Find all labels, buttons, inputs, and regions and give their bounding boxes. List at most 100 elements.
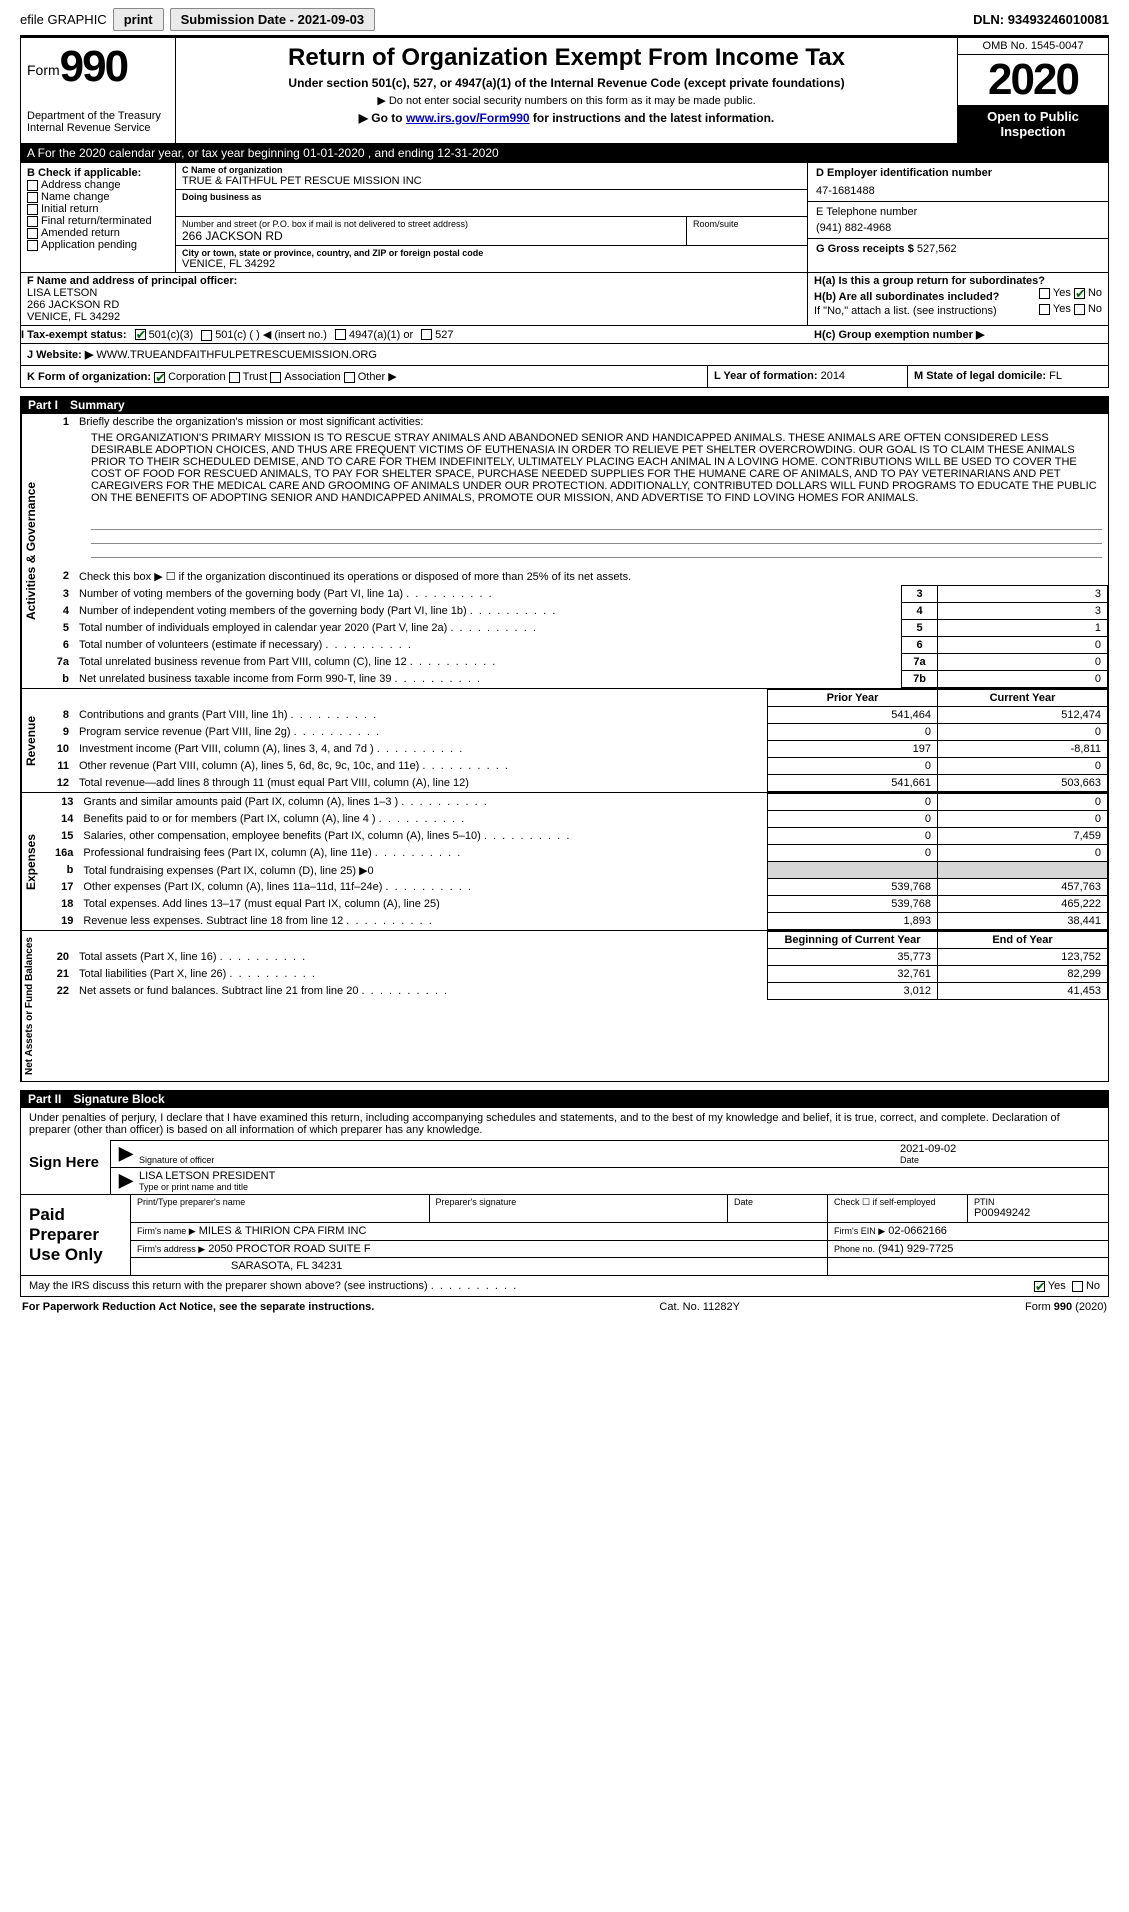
- gov-row-7b: bNet unrelated business taxable income f…: [51, 671, 1108, 688]
- k-form-org: K Form of organization: Corporation Trus…: [21, 366, 708, 387]
- org-name-label: C Name of organization: [182, 165, 801, 175]
- firm-phone: (941) 929-7725: [878, 1243, 953, 1255]
- begin-year-hdr: Beginning of Current Year: [768, 932, 938, 949]
- exp-row-16a: 16aProfessional fundraising fees (Part I…: [51, 845, 1108, 862]
- exp-row-16b: bTotal fundraising expenses (Part IX, co…: [51, 862, 1108, 879]
- print-name-label: Type or print name and title: [139, 1182, 900, 1192]
- vlabel-revenue: Revenue: [21, 689, 51, 792]
- form-number: Form990: [27, 42, 169, 92]
- exp-row-15: 15Salaries, other compensation, employee…: [51, 828, 1108, 845]
- gov-row-6: 6Total number of volunteers (estimate if…: [51, 637, 1108, 654]
- section-b-label: B Check if applicable:: [27, 167, 169, 179]
- chk-501c[interactable]: 501(c) ( ) ◀ (insert no.): [201, 328, 327, 341]
- chk-address-change[interactable]: Address change: [27, 179, 169, 191]
- arrow-icon: ▶: [119, 1143, 139, 1165]
- na-row-20: 20Total assets (Part X, line 16)35,77312…: [51, 949, 1108, 966]
- room-label: Room/suite: [693, 219, 801, 229]
- print-button[interactable]: print: [113, 8, 164, 31]
- signature-intro: Under penalties of perjury, I declare th…: [21, 1108, 1108, 1140]
- chk-initial-return[interactable]: Initial return: [27, 203, 169, 215]
- phone-value: (941) 882-4968: [816, 222, 1100, 234]
- chk-trust[interactable]: Trust: [229, 371, 268, 383]
- phone-label: E Telephone number: [816, 206, 1100, 218]
- website-label: J Website: ▶: [27, 349, 93, 361]
- goto-note: ▶ Go to www.irs.gov/Form990 for instruct…: [182, 111, 951, 125]
- ssn-note: ▶ Do not enter social security numbers o…: [182, 94, 951, 107]
- officer-print-name: LISA LETSON PRESIDENT: [139, 1170, 900, 1182]
- vlabel-expenses: Expenses: [21, 793, 51, 930]
- vlabel-netassets: Net Assets or Fund Balances: [21, 931, 51, 1081]
- submission-date-button[interactable]: Submission Date - 2021-09-03: [170, 8, 376, 31]
- q2-label: Check this box ▶ ☐ if the organization d…: [75, 568, 1108, 586]
- l-year-formation: L Year of formation: 2014: [708, 366, 908, 387]
- gov-row-7a: 7aTotal unrelated business revenue from …: [51, 654, 1108, 671]
- form-footer-label: Form 990 (2020): [1025, 1301, 1107, 1313]
- ha-row: H(a) Is this a group return for subordin…: [814, 275, 1102, 287]
- gov-row-5: 5Total number of individuals employed in…: [51, 620, 1108, 637]
- firm-city: SARASOTA, FL 34231: [231, 1260, 342, 1272]
- chk-corp[interactable]: Corporation: [154, 371, 225, 383]
- tax-exempt-label: I Tax-exempt status:: [21, 329, 127, 341]
- q1-label: Briefly describe the organization's miss…: [75, 414, 1108, 430]
- tax-year: 2020: [958, 55, 1108, 105]
- current-year-hdr: Current Year: [938, 690, 1108, 707]
- prep-date-label: Date: [734, 1197, 821, 1207]
- org-name: TRUE & FAITHFUL PET RESCUE MISSION INC: [182, 175, 801, 187]
- chk-amended-return[interactable]: Amended return: [27, 227, 169, 239]
- ptin-label: PTIN: [974, 1197, 1102, 1207]
- sig-date: 2021-09-02: [900, 1143, 1100, 1155]
- form-title: Return of Organization Exempt From Incom…: [182, 44, 951, 72]
- sig-officer-label: Signature of officer: [139, 1155, 900, 1165]
- chk-irs-yes[interactable]: Yes: [1034, 1280, 1066, 1292]
- chk-application-pending[interactable]: Application pending: [27, 239, 169, 251]
- paid-preparer-label: Paid Preparer Use Only: [21, 1195, 131, 1275]
- firm-name: MILES & THIRION CPA FIRM INC: [199, 1225, 367, 1237]
- dept-label: Department of the Treasury Internal Reve…: [27, 110, 169, 134]
- officer-group-row: F Name and address of principal officer:…: [20, 273, 1109, 326]
- chk-4947[interactable]: 4947(a)(1) or: [335, 329, 413, 341]
- sig-date-label: Date: [900, 1155, 1100, 1165]
- na-row-21: 21Total liabilities (Part X, line 26)32,…: [51, 966, 1108, 983]
- na-row-22: 22Net assets or fund balances. Subtract …: [51, 983, 1108, 1000]
- prep-sig-label: Preparer's signature: [436, 1197, 722, 1207]
- officer-label: F Name and address of principal officer:: [27, 275, 801, 287]
- exp-row-18: 18Total expenses. Add lines 13–17 (must …: [51, 896, 1108, 913]
- chk-501c3[interactable]: 501(c)(3): [135, 329, 194, 341]
- chk-other[interactable]: Other ▶: [344, 371, 397, 383]
- form990-link[interactable]: www.irs.gov/Form990: [406, 111, 530, 125]
- part1-bar: Part I Summary: [20, 396, 1109, 414]
- org-city: VENICE, FL 34292: [182, 258, 801, 270]
- part2-bar: Part II Signature Block: [20, 1090, 1109, 1108]
- website-value: WWW.TRUEANDFAITHFULPETRESCUEMISSION.ORG: [96, 349, 377, 361]
- gross-receipts-label: G Gross receipts $: [816, 243, 914, 255]
- prep-selfemp-label: Check ☐ if self-employed: [834, 1197, 961, 1208]
- gov-row-3: 3Number of voting members of the governi…: [51, 586, 1108, 603]
- rev-row-10: 10Investment income (Part VIII, column (…: [51, 741, 1108, 758]
- chk-assoc[interactable]: Association: [270, 371, 340, 383]
- mission-text: THE ORGANIZATION'S PRIMARY MISSION IS TO…: [51, 430, 1108, 514]
- cat-no: Cat. No. 11282Y: [659, 1301, 740, 1313]
- dln-label: DLN: 93493246010081: [973, 12, 1109, 27]
- omb-number: OMB No. 1545-0047: [958, 38, 1108, 55]
- chk-final-return[interactable]: Final return/terminated: [27, 215, 169, 227]
- officer-name: LISA LETSON: [27, 287, 801, 299]
- top-toolbar: efile GRAPHIC print Submission Date - 20…: [20, 8, 1109, 31]
- chk-name-change[interactable]: Name change: [27, 191, 169, 203]
- chk-irs-no[interactable]: No: [1072, 1280, 1100, 1292]
- ein-value: 47-1681488: [816, 185, 1100, 197]
- form-header: Form990 Department of the Treasury Inter…: [20, 36, 1109, 144]
- officer-city: VENICE, FL 34292: [27, 311, 801, 323]
- dba-label: Doing business as: [182, 192, 801, 202]
- prep-name-label: Print/Type preparer's name: [137, 1197, 423, 1207]
- chk-527[interactable]: 527: [421, 329, 453, 341]
- arrow-icon: ▶: [119, 1170, 139, 1192]
- city-label: City or town, state or province, country…: [182, 248, 801, 258]
- rev-row-11: 11Other revenue (Part VIII, column (A), …: [51, 758, 1108, 775]
- efile-label: efile GRAPHIC: [20, 12, 107, 27]
- rev-row-12: 12Total revenue—add lines 8 through 11 (…: [51, 775, 1108, 792]
- pra-notice: For Paperwork Reduction Act Notice, see …: [22, 1301, 374, 1313]
- org-address: 266 JACKSON RD: [182, 229, 680, 243]
- hc-row: H(c) Group exemption number ▶: [808, 326, 1108, 343]
- gov-row-4: 4Number of independent voting members of…: [51, 603, 1108, 620]
- calendar-year-line: A For the 2020 calendar year, or tax yea…: [20, 144, 1109, 163]
